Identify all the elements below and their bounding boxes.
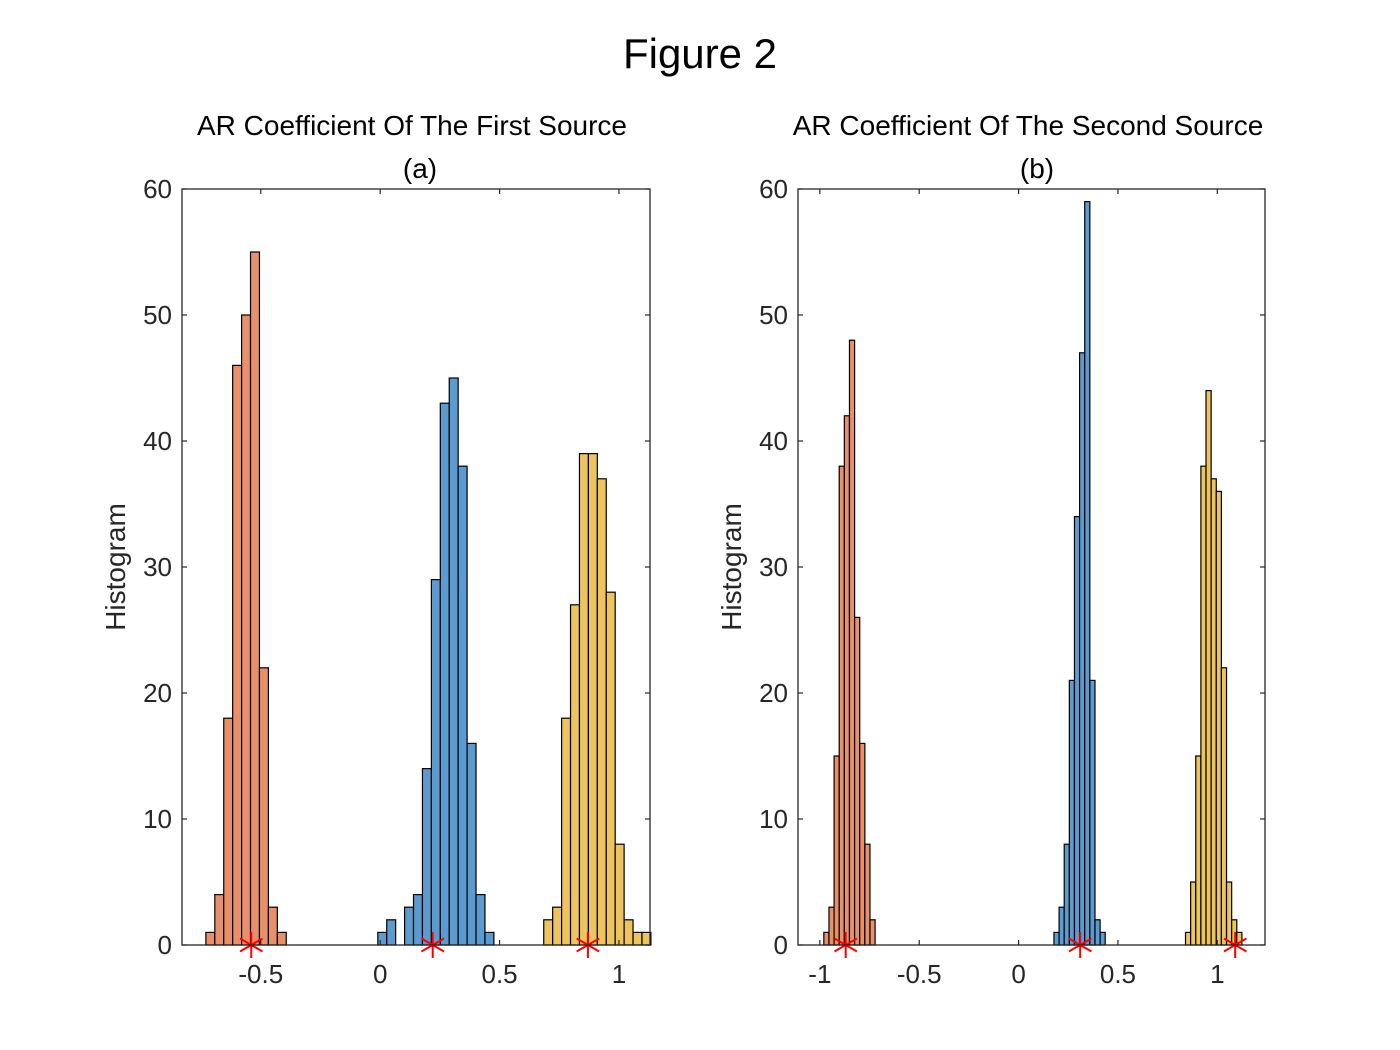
y-tick-label: 10 [759,804,788,834]
bar-s0-b4 [240,314,252,946]
bar-s1-b9 [1099,931,1106,946]
y-tick-label: 10 [143,804,172,834]
bar-s2-b5 [587,453,598,946]
bar-s0-b1 [828,906,835,946]
bar-s1-b7 [1089,679,1096,946]
y-tick-label: 60 [143,174,172,204]
bar-s1-b2 [1063,843,1070,946]
bar-s1-b9 [457,465,468,946]
panel-a-ylabel: Histogram [100,503,131,631]
panel-b-bars [823,201,1243,946]
panel-a-title: AR Coefficient Of The First Source [197,110,627,141]
bar-s0-b9 [869,919,876,946]
bar-s2-b6 [1215,490,1223,946]
bar-s1-b4 [1073,515,1081,946]
bar-s1-b3 [1068,679,1076,946]
bar-s0-b3 [838,465,845,946]
bar-s1-b1 [386,919,397,946]
panel-a: AR Coefficient Of The First Source (a) H… [100,110,652,989]
y-tick-label: 40 [759,426,788,456]
x-tick-label: -0.5 [897,959,942,989]
bar-s2-b0 [543,919,554,946]
y-tick-label: 40 [143,426,172,456]
bar-s0-b6 [258,667,269,946]
panel-a-axes: 0 10 20 30 40 50 60 -0.5 0 0.5 1 [143,174,651,989]
bar-s1-b8 [1094,919,1101,946]
y-tick-label: 0 [774,930,788,960]
bar-s0-b7 [859,742,866,946]
x-tick-label: 1 [1210,959,1224,989]
y-tick-label: 20 [759,678,788,708]
y-tick-label: 20 [143,678,172,708]
bar-s2-b6 [596,478,607,946]
y-tick-label: 60 [759,174,788,204]
y-tick-label: 50 [759,300,788,330]
bar-s1-b3 [403,906,415,946]
bar-s0-b7 [267,906,278,946]
bar-s2-b3 [569,604,581,946]
bar-s1-b4 [412,893,424,946]
bar-s1-b8 [448,377,459,946]
y-tick-label: 30 [143,552,172,582]
bar-s1-b0 [377,931,388,946]
bar-s0-b0 [205,931,216,946]
bar-s1-b10 [466,742,477,946]
bar-s2-b3 [1200,465,1207,946]
panel-a-bars [205,251,652,946]
bar-s2-b7 [1220,667,1228,946]
bar-s1-b6 [1084,201,1091,946]
bar-s1-b12 [484,931,495,946]
bar-s0-b5 [249,251,261,946]
bar-s2-b5 [1210,478,1217,946]
bar-s1-b11 [475,893,486,946]
x-tick-label: -0.5 [238,959,283,989]
bar-s2-b0 [1184,931,1192,946]
bar-s2-b10 [632,931,643,946]
bar-s2-b4 [1205,390,1212,946]
bar-s0-b8 [276,931,287,946]
bar-s0-b5 [848,339,856,946]
x-tick-label: -1 [808,959,831,989]
bar-s0-b2 [223,717,234,946]
bar-s0-b6 [853,616,861,946]
bar-s2-b2 [561,717,572,946]
panel-b-axes: 0 10 20 30 40 50 60 -1 -0.5 0 0.5 1 [759,174,1266,989]
panel-b-ylabel: Histogram [716,503,747,631]
bar-s2-b8 [1225,881,1233,946]
x-tick-label: 0 [1011,959,1025,989]
x-tick-label: 0.5 [481,959,517,989]
x-tick-label: 0.5 [1100,959,1136,989]
bar-s1-b6 [430,578,441,946]
y-tick-label: 50 [143,300,172,330]
panel-b-subtitle: (b) [1020,153,1054,184]
bar-s0-b0 [823,931,830,946]
bar-s1-b5 [1078,352,1086,946]
bar-s1-b7 [439,402,450,946]
figure-title: Figure 2 [623,30,777,77]
panel-a-subtitle: (a) [403,153,437,184]
bar-s0-b8 [864,843,871,946]
y-tick-label: 0 [158,930,172,960]
axes-box [797,188,1266,946]
panel-b-title: AR Coefficient Of The Second Source [793,110,1264,141]
bar-s0-b3 [232,364,243,946]
bar-s2-b2 [1195,755,1202,946]
bar-s1-b0 [1053,931,1060,946]
bar-s1-b1 [1058,906,1065,946]
x-tick-label: 0 [373,959,387,989]
bar-s2-b4 [578,453,589,946]
bar-s1-b5 [421,767,432,946]
bar-s2-b9 [623,919,634,946]
panel-b: AR Coefficient Of The Second Source (b) … [716,110,1266,989]
bar-s2-b8 [614,843,625,946]
x-tick-label: 1 [612,959,626,989]
bar-s2-b1 [1190,881,1197,946]
bar-s0-b1 [214,893,225,946]
y-tick-label: 30 [759,552,788,582]
bar-s2-b7 [605,591,616,946]
bar-s0-b2 [833,755,840,946]
bar-s2-b1 [552,906,563,946]
bar-s0-b4 [843,415,851,946]
